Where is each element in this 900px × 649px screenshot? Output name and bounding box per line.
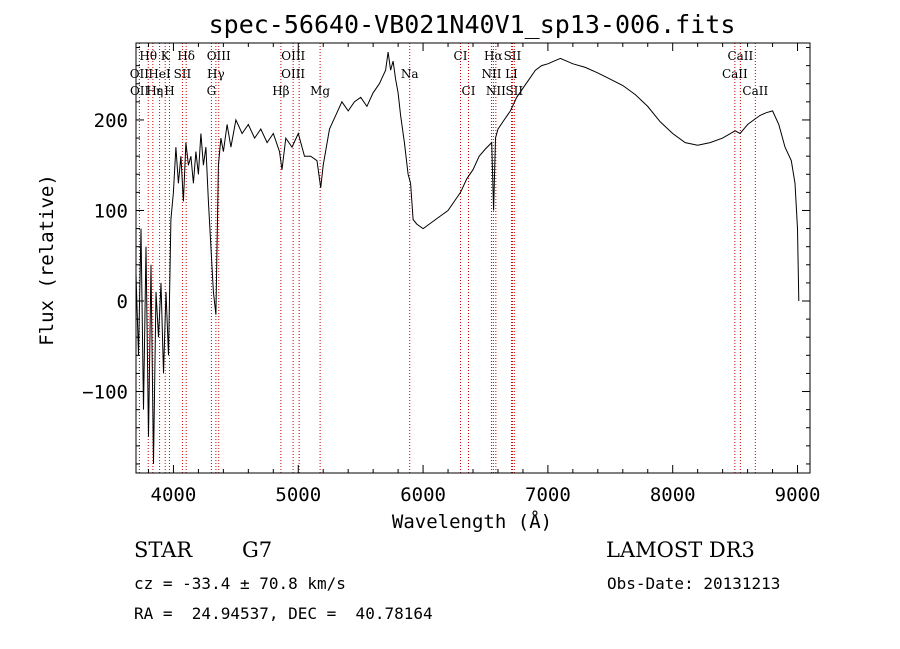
y-tick-label: 200	[94, 110, 128, 132]
object-type: STAR	[134, 538, 193, 562]
line-label: CI	[462, 84, 476, 98]
line-label: OII	[130, 84, 150, 98]
redshift-velocity: cz = -33.4 ± 70.8 km/s	[134, 574, 346, 593]
x-tick-label: 5000	[275, 484, 321, 506]
y-tick-label: 100	[94, 200, 128, 222]
line-label: CaII	[742, 84, 768, 98]
line-label: Hβ	[272, 84, 289, 98]
subclass: G7	[242, 538, 273, 562]
plot-frame	[135, 42, 811, 474]
line-label: OII	[130, 67, 150, 81]
y-axis-label: Flux (relative)	[36, 174, 58, 346]
line-label: Hε	[146, 84, 163, 98]
line-label: η	[156, 84, 163, 98]
line-label: Hγ	[207, 67, 225, 81]
line-label: NII	[481, 67, 501, 81]
line-label: CaII	[727, 49, 753, 63]
x-axis: 4000 5000 6000 7000 8000 9000	[147, 43, 821, 506]
line-label: SII	[504, 49, 522, 63]
line-label: NII	[486, 84, 506, 98]
line-label: CaII	[722, 67, 748, 81]
line-label: Mg	[310, 84, 330, 98]
line-label: OIII	[207, 49, 231, 63]
line-label: Na	[401, 67, 419, 81]
line-label: Hθ	[139, 49, 157, 63]
line-label: OIII	[281, 49, 305, 63]
line-label: G	[207, 84, 217, 98]
y-tick-label: 0	[117, 291, 128, 313]
x-tick-label: 4000	[151, 484, 197, 506]
line-label: LI	[505, 67, 518, 81]
line-label: SII	[174, 67, 192, 81]
y-axis: −100 0 100 200	[82, 47, 810, 465]
survey-name: LAMOST DR3	[606, 538, 755, 562]
x-tick-label: 7000	[525, 484, 571, 506]
x-tick-label: 8000	[650, 484, 696, 506]
line-label: H	[164, 84, 174, 98]
x-tick-label: 6000	[400, 484, 446, 506]
line-markers	[138, 43, 756, 473]
line-label: Hα	[484, 49, 503, 63]
observation-date: Obs-Date: 20131213	[607, 574, 781, 593]
y-tick-label: −100	[82, 382, 128, 404]
line-label: K	[161, 49, 171, 63]
x-axis-label: Wavelength (Å)	[392, 510, 552, 533]
line-label: CI	[454, 49, 468, 63]
chart-title: spec-56640-VB021N40V1_sp13-006.fits	[209, 10, 736, 39]
line-label: HeI	[148, 67, 171, 81]
x-tick-label: 9000	[775, 484, 821, 506]
line-label: Hδ	[177, 49, 195, 63]
line-label: OIII	[281, 67, 305, 81]
coordinates: RA = 24.94537, DEC = 40.78164	[134, 604, 433, 623]
spectrum-line	[135, 52, 800, 464]
